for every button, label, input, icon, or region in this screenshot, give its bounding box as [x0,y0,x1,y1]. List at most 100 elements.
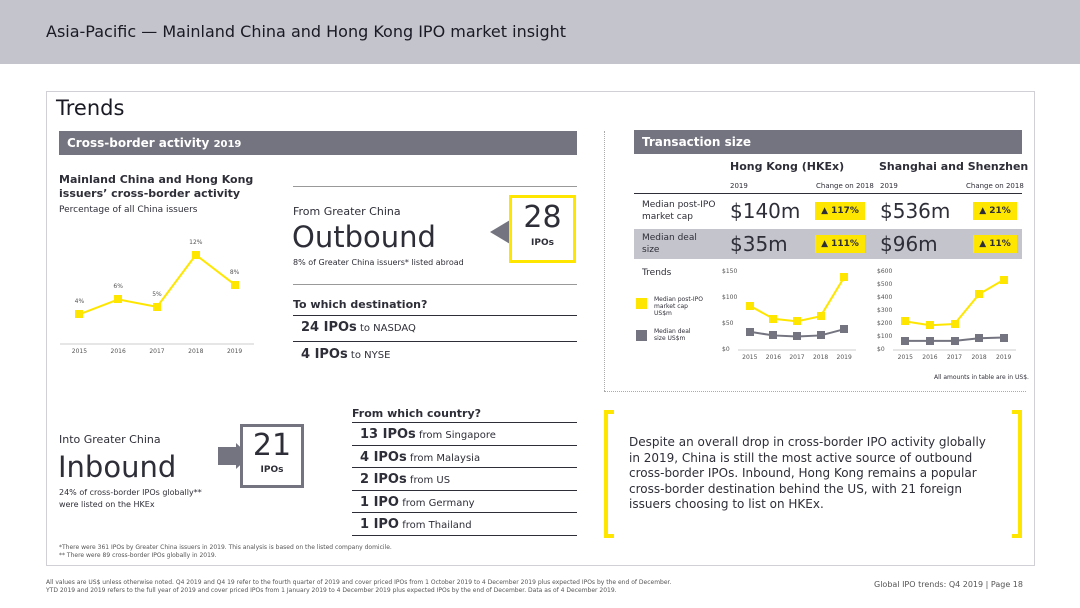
sz-deal-size: $96m [880,232,938,256]
outbound-count: 28 [523,200,562,235]
inbound-count-box: 21 IPOs [240,424,304,488]
arrow-shaft [218,447,238,465]
sz-header: Shanghai and Shenzhen [879,160,1029,173]
data-point [153,302,161,311]
destination-title: To which destination? [293,298,428,311]
hk-deal-size-change: ▲ 111% [815,235,865,253]
data-point [769,314,778,323]
data-label: 4% [74,298,85,306]
trends-label: Trends [642,268,672,278]
x-tick-label: 2016 [765,354,782,361]
country-text: from Malaysia [409,452,481,464]
destination-count: 4 IPOs [301,347,348,362]
y-tick-label: $300 [877,307,893,314]
outbound-ipos-label: IPOs [531,238,554,248]
data-point [999,275,1008,284]
x-tick-label: 2018 [812,354,829,361]
cross-border-title: Cross-border activity [67,136,210,150]
legend-swatch-deal-size [636,330,647,341]
country-item: 13 IPOs from Singapore [360,427,496,442]
country-count: 1 IPO [360,494,399,510]
y-tick-label: $0 [877,346,885,353]
data-point [745,301,754,310]
country-text: from Singapore [418,430,496,441]
x-tick-label: 2017 [946,354,963,361]
destination-count: 24 IPOs [301,320,357,335]
header-bar [0,0,1080,64]
data-point [975,290,984,299]
outbound-from: From Greater China [293,205,401,218]
data-point [793,332,801,341]
data-point [745,327,754,336]
x-tick-label: 2015 [71,348,88,355]
y-tick-label: $200 [877,320,893,327]
inbound-note-1: 24% of cross-border IPOs globally** [59,488,202,497]
hk-trend-chart: 2015 2016 2017 2018 2019 $150 $100 $50 $0 [722,266,862,366]
footnote-1: *There were 361 IPOs by Greater China is… [59,544,392,551]
series-line [905,278,1005,327]
x-tick-label: 2018 [971,354,987,361]
x-tick-label: 2019 [996,354,1012,361]
data-point [793,317,801,326]
data-point [901,336,910,345]
hk-year: 2019 [730,182,748,190]
data-point [114,295,123,304]
sz-market-cap: $536m [880,199,951,223]
legend-deal-size: Median deal size US$m [654,328,691,342]
country-item: 4 IPOs from Malaysia [360,450,480,465]
x-tick-label: 2017 [149,348,165,355]
country-count: 13 IPOs [360,427,416,442]
data-point [816,331,825,340]
legend-market-cap: Median post-IPO market cap US$m [654,296,703,317]
legend-swatch-market-cap [636,298,647,309]
footer-line-2: YTD 2019 and 2019 refers to the full yea… [46,587,617,594]
footer-line-1: All values are US$ unless otherwise note… [46,579,672,586]
cross-border-chart: 4% 6% 5% 12% 8% 2015 2016 2017 2018 2019 [60,230,260,360]
outbound-word: Outbound [292,220,436,254]
x-tick-label: 2019 [836,354,852,361]
summary-quote: Despite an overall drop in cross-border … [629,435,986,511]
x-tick-label: 2018 [188,348,204,355]
row-market-cap-label: Median post-IPO market cap [642,200,716,222]
destination-item: 4 IPOs to NYSE [301,347,390,362]
country-text: from Germany [402,497,475,509]
x-tick-label: 2015 [742,354,758,361]
transaction-bar: Transaction size [634,130,1022,154]
data-point [925,321,934,330]
data-point [925,336,934,345]
x-tick-label: 2016 [110,348,126,355]
dotted-divider [604,391,1026,392]
amounts-note: All amounts in table are in US$. [934,374,1029,381]
bracket-left [604,410,614,538]
inbound-into: Into Greater China [59,433,161,446]
inbound-word: Inbound [58,450,177,484]
data-point [75,310,84,319]
data-label: 5% [152,290,162,298]
y-tick-label: $600 [877,268,893,275]
sz-deal-size-change: ▲ 11% [973,235,1017,253]
data-point [840,273,849,282]
country-count: 2 IPOs [360,472,407,487]
footnote-2: ** There were 89 cross-border IPOs globa… [59,552,217,559]
data-label: 12% [189,238,203,246]
y-tick-label: $500 [877,281,893,288]
destination-text: to NASDAQ [359,323,416,334]
y-tick-label: $150 [722,268,738,275]
data-point [950,336,959,345]
data-point [230,280,239,289]
country-count: 1 IPO [360,517,399,532]
sz-trend-chart: 2015 2016 2017 2018 2019 $600 $500 $400 $300 $200… [877,266,1022,366]
country-title: From which country? [352,407,482,420]
hk-market-cap: $140m [730,199,801,223]
data-label: 6% [113,283,123,291]
hk-change-label: Change on 2018 [816,182,874,190]
hk-header: Hong Kong (HKEx) [730,160,845,173]
data-point [191,250,200,259]
outbound-note: 8% of Greater China issuers* listed abro… [293,258,464,267]
hk-market-cap-change: ▲ 117% [815,202,865,220]
content-panel [46,91,1035,566]
country-text: from Thailand [402,520,472,531]
data-label: 8% [229,268,240,276]
bracket-right [1012,410,1022,538]
sz-year: 2019 [880,182,898,190]
